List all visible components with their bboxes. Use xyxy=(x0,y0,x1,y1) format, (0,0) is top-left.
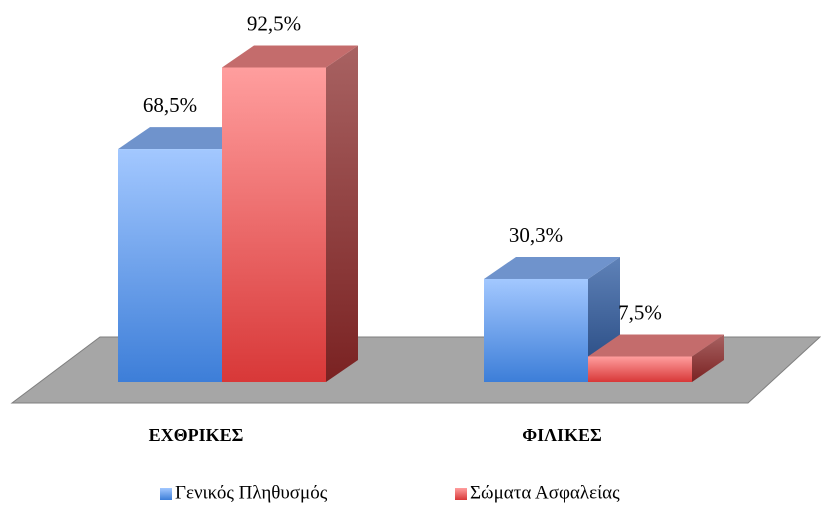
data-label: 7,5% xyxy=(618,300,662,324)
bar xyxy=(222,67,326,382)
bar-top xyxy=(484,256,620,279)
legend-label: Σώματα Ασφαλείας xyxy=(470,482,620,503)
bar-side xyxy=(692,334,724,382)
bar xyxy=(588,356,692,382)
bar xyxy=(484,278,588,382)
data-label: 30,3% xyxy=(509,223,563,247)
data-label: 92,5% xyxy=(247,11,301,35)
bar-top xyxy=(118,127,254,150)
x-tick-label: ΦΙΛΙΚΕΣ xyxy=(522,425,602,445)
legend-swatch xyxy=(160,488,172,500)
bar-top xyxy=(588,334,724,357)
legend-label: Γενικός Πληθυσμός xyxy=(175,482,328,503)
legend-swatch xyxy=(455,488,467,500)
x-tick-label: ΕΧΘΡΙΚΕΣ xyxy=(149,425,244,445)
bar-side xyxy=(326,45,358,382)
bar xyxy=(118,149,222,382)
data-label: 68,5% xyxy=(143,93,197,117)
bar-top xyxy=(222,45,358,68)
